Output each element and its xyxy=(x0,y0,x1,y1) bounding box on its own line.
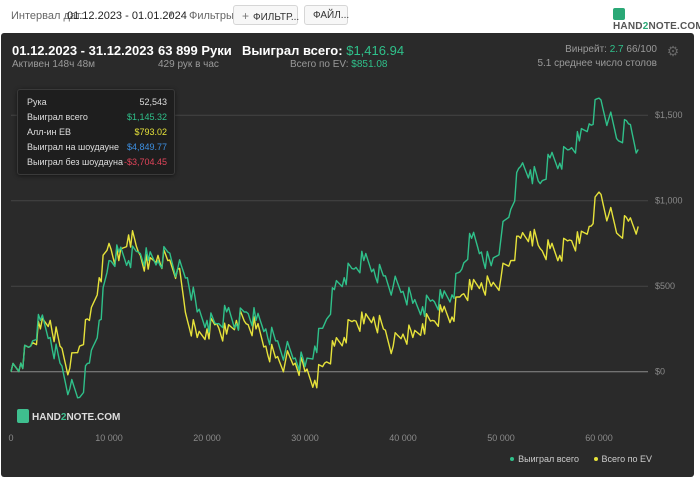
x-tick-label: 30 000 xyxy=(291,433,319,443)
total-won-value: $1,416.94 xyxy=(346,43,405,58)
logo-suffix: NOTE.COM xyxy=(648,21,700,32)
winrate: Винрейт: 2.7 66/100 xyxy=(565,44,657,55)
tooltip-label: Алл-ин EB xyxy=(27,127,72,137)
logo-icon xyxy=(613,8,625,20)
watermark-icon xyxy=(17,409,29,423)
watermark-accent: 2 xyxy=(60,412,67,423)
legend-dot xyxy=(510,457,515,461)
logo-prefix: HAND xyxy=(613,21,643,32)
chart-tooltip: Рука 52,543 Выиграл всего $1,145.32 Алл-ин… xyxy=(17,89,175,175)
tooltip-value: $1,145.32 xyxy=(126,112,167,122)
y-tick-label: $500 xyxy=(655,281,675,291)
watermark-logo: HAND2NOTE.COM xyxy=(17,409,120,423)
average-tables: 5.1 среднее число столов xyxy=(537,58,657,69)
total-won: Выиграл всего: $1,416.94 xyxy=(242,43,404,58)
tooltip-row: Алл-ин EB $793.02 xyxy=(27,127,167,141)
x-tick-label: 20 000 xyxy=(193,433,221,443)
y-tick-label: $0 xyxy=(655,367,665,377)
tooltip-label: Выиграл без шоудауна xyxy=(27,157,123,167)
hands-count: 63 899 Руки xyxy=(158,43,232,58)
winrate-label: Винрейт: xyxy=(565,44,607,55)
x-tick-label: 40 000 xyxy=(389,433,417,443)
x-tick-label: 50 000 xyxy=(487,433,515,443)
y-tick-label: $1,500 xyxy=(655,110,683,120)
series-line xyxy=(10,97,639,399)
tooltip-row: Выиграл без шоудауна -$3,704.45 xyxy=(27,157,167,171)
gear-icon[interactable]: ⚙ xyxy=(666,43,680,59)
date-interval-picker[interactable]: 01.12.2023 - 01.01.2024 xyxy=(67,10,187,22)
tooltip-row: Выиграл всего $1,145.32 xyxy=(27,112,167,126)
tooltip-value: $793.02 xyxy=(134,127,167,137)
watermark-suffix: NOTE.COM xyxy=(66,412,121,423)
x-tick-label: 0 xyxy=(8,433,13,443)
plus-icon: + xyxy=(242,9,250,23)
total-won-label: Выиграл всего: xyxy=(242,43,343,58)
x-tick-label: 60 000 xyxy=(585,433,613,443)
file-button-label: ФАЙЛ... xyxy=(313,10,350,21)
brand-logo: HAND2NOTE.COM xyxy=(613,8,700,32)
series-line xyxy=(10,191,639,389)
filter-button[interactable]: + ФИЛЬТР... xyxy=(233,5,300,25)
legend-label: Выиграл всего xyxy=(518,454,579,464)
legend-dot xyxy=(593,457,598,461)
session-date-range: 01.12.2023 - 31.12.2023 xyxy=(12,43,154,58)
tooltip-label: Выиграл всего xyxy=(27,112,88,122)
logo-accent: 2 xyxy=(642,21,649,32)
tooltip-label: Выиграл на шоудауне xyxy=(27,142,119,152)
watermark-prefix: HAND xyxy=(32,412,61,423)
total-ev-value: $851.08 xyxy=(351,59,388,70)
legend-item[interactable]: Выиграл всего xyxy=(510,454,579,464)
hands-per-hour: 429 рук в час xyxy=(158,59,219,70)
graph-panel: $0 $500 $1,000 $1,500 0 10 000 20 000 30 000 40 … xyxy=(1,33,694,477)
interval-label: Интервал дат: xyxy=(11,10,84,22)
x-tick-label: 10 000 xyxy=(95,433,123,443)
tooltip-value: 52,543 xyxy=(139,97,167,107)
tooltip-value: $4,849.77 xyxy=(126,142,167,152)
tooltip-label: Рука xyxy=(27,97,47,107)
chevron-down-icon[interactable]: ▼ xyxy=(167,10,175,19)
tooltip-row: Выиграл на шоудауне $4,849.77 xyxy=(27,142,167,156)
filters-label: Фильтры: xyxy=(189,10,237,22)
file-button[interactable]: ФАЙЛ... xyxy=(304,5,350,25)
chart-legend: Выиграл всего Всего по EV xyxy=(498,454,652,464)
tooltip-row: Рука 52,543 xyxy=(27,97,167,111)
tooltip-value: -$3,704.45 xyxy=(123,157,167,167)
results-chart: $0 $500 $1,000 $1,500 0 10 000 20 000 30 000 40 … xyxy=(8,97,683,443)
total-ev-label: Всего по EV: xyxy=(290,59,349,70)
total-ev: Всего по EV: $851.08 xyxy=(290,59,387,70)
winrate-value: 2.7 xyxy=(609,44,624,55)
winrate-suffix: 66/100 xyxy=(626,44,657,55)
filter-button-label: ФИЛЬТР... xyxy=(253,12,300,23)
active-time: Активен 148ч 48м xyxy=(12,59,96,70)
legend-item[interactable]: Всего по EV xyxy=(593,454,652,464)
top-bar: Интервал дат: 01.12.2023 - 01.01.2024 ▼ … xyxy=(0,0,700,32)
y-tick-label: $1,000 xyxy=(655,196,683,206)
legend-label: Всего по EV xyxy=(601,454,652,464)
